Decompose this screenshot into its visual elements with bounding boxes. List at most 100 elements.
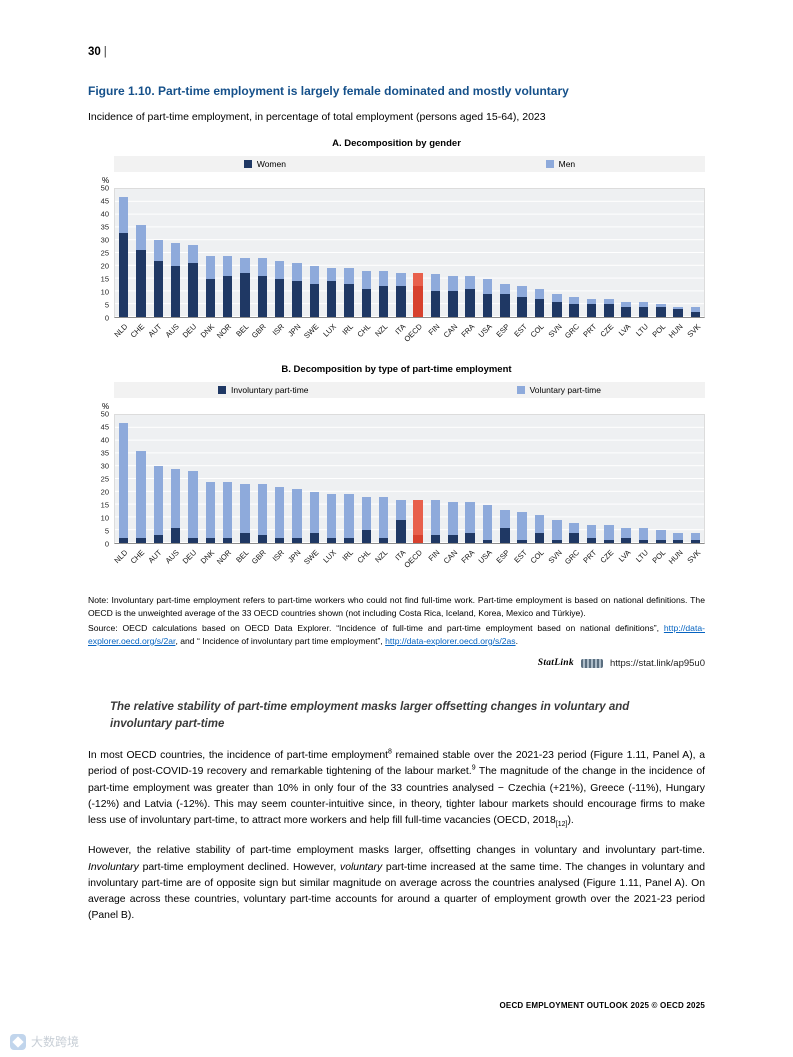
bar-irl [340,189,357,317]
bar-jpn [288,415,305,543]
x-axis-label: DNK [198,548,216,566]
men-swatch-icon [545,160,554,168]
bar-segment [326,537,337,543]
section-heading: The relative stability of part-time empl… [110,700,630,731]
body-paragraph-2: However, the relative stability of part-… [88,845,705,922]
y-axis-tick: 20 [100,487,109,497]
y-axis: 50 45 40 35 30 25 20 15 10 5 0 [88,410,114,549]
bar-segment [534,299,545,317]
bar-cze [600,415,617,543]
bar-segment [170,265,181,317]
x-axis-label: CHE [128,548,147,566]
bar-segment [309,283,320,317]
bar-segment [638,540,649,543]
bar-cze [600,189,617,317]
page-content: 30 | Figure 1.10. Part-time employment is… [88,46,705,922]
bar-segment [586,537,597,543]
bar-segment [534,532,545,543]
bar-prt [583,189,600,317]
bar-segment [413,535,423,543]
watermark-text: 大数跨境 [31,1035,80,1049]
x-axis-label: NZL [373,322,390,339]
x-axis-label: DEU [180,548,199,566]
x-axis-label: GBR [250,322,269,340]
bar-segment [257,484,268,536]
bar-dnk [202,415,219,543]
bar-aut [150,415,167,543]
bar-segment [552,301,562,317]
bar-segment [517,512,527,541]
x-axis-label: NOR [215,322,234,341]
bar-segment [361,496,372,531]
x-axis-label: NLD [112,322,130,339]
x-axis-label: USA [476,548,494,566]
bar-nzl [375,189,392,317]
bar-segment [170,527,181,543]
bar-segment [552,293,562,302]
bar-segment [274,278,285,317]
bar-segment [240,273,250,317]
bar-fin [427,415,444,543]
x-axis-label: PRT [581,548,599,565]
figure-subtitle: Incidence of part-time employment, in pe… [88,111,546,123]
bar-segment [690,532,701,541]
bar-segment [188,471,198,538]
x-axis-label: CZE [598,548,616,565]
bar-segment [604,304,614,317]
bar-segment [257,276,268,317]
bar-segment [413,499,423,536]
x-axis-label: CHL [355,548,373,565]
x-axis-label: DNK [198,322,216,340]
statlink-url[interactable]: https://stat.link/ap95u0 [609,657,705,669]
bar-segment [430,273,441,292]
body-paragraph-1: In most OECD countries, the incidence of… [88,748,705,829]
x-axis-label: JPN [286,322,303,339]
bar-segment [188,245,198,264]
x-axis-label: POL [650,548,668,565]
bar-segment [638,527,649,541]
source-link[interactable]: http://data-explorer.oecd.org/s/2as [385,635,516,646]
x-axis-label: FIN [426,322,442,337]
x-axis-label: DEU [180,322,199,340]
x-axis-label: IRL [340,322,355,337]
source-link[interactable]: http://data-explorer.oecd.org/s/2ar [88,622,705,646]
bar-segment [638,306,649,317]
x-axis-labels: NLD CHE AUT AUS DEU DNK NOR BEL GBR ISR JPN SWE LUX I… [112,544,705,578]
x-axis-label: SVN [546,322,564,340]
x-axis-label: JPN [286,548,303,565]
bar-segment [118,537,129,543]
x-axis-label: POL [650,322,668,339]
bar-segment [222,537,233,543]
bar-segment [638,301,649,307]
x-axis-label: IRL [340,548,355,563]
bar-segment [500,283,510,294]
bar-segment [465,502,475,533]
bar-segment [517,540,527,543]
bar-segment [378,286,389,317]
x-axis-label: LUX [320,322,338,339]
x-axis-label: AUS [163,322,182,340]
y-axis-tick: 5 [104,300,109,310]
x-axis-label: HUN [667,322,686,340]
bar-usa [479,415,496,543]
bar-segment [673,540,683,543]
watermark: 大数跨境 [10,1033,79,1050]
bar-segment [361,530,372,543]
bar-lva [618,189,635,317]
bar-segment [586,304,597,317]
bar-fra [462,189,479,317]
bar-segment [396,273,406,287]
bar-segment [413,286,423,317]
bar-segment [344,268,354,284]
bar-segment [552,519,562,541]
y-axis-tick: 40 [100,209,109,219]
bar-segment [534,288,545,300]
x-axis-label: FIN [426,548,442,563]
bar-bel [236,189,253,317]
x-axis-label: LVA [617,548,633,564]
page-footer: OECD EMPLOYMENT OUTLOOK 2025 © OECD 2025 [499,1001,705,1010]
bar-swe [306,189,323,317]
bar-prt [583,415,600,543]
bar-segment [153,240,164,261]
involuntary-swatch-icon [218,386,227,394]
